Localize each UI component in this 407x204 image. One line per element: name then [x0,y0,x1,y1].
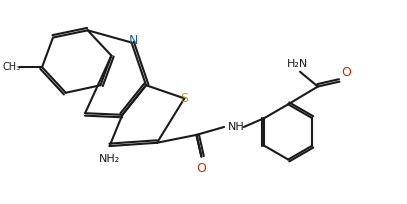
Text: CH₃: CH₃ [2,62,20,72]
Text: O: O [341,66,351,79]
Text: O: O [197,162,206,174]
Text: N: N [129,34,138,47]
Text: H₂N: H₂N [287,59,308,69]
Text: NH₂: NH₂ [99,154,120,164]
Text: S: S [180,92,188,105]
Text: NH: NH [228,122,245,132]
